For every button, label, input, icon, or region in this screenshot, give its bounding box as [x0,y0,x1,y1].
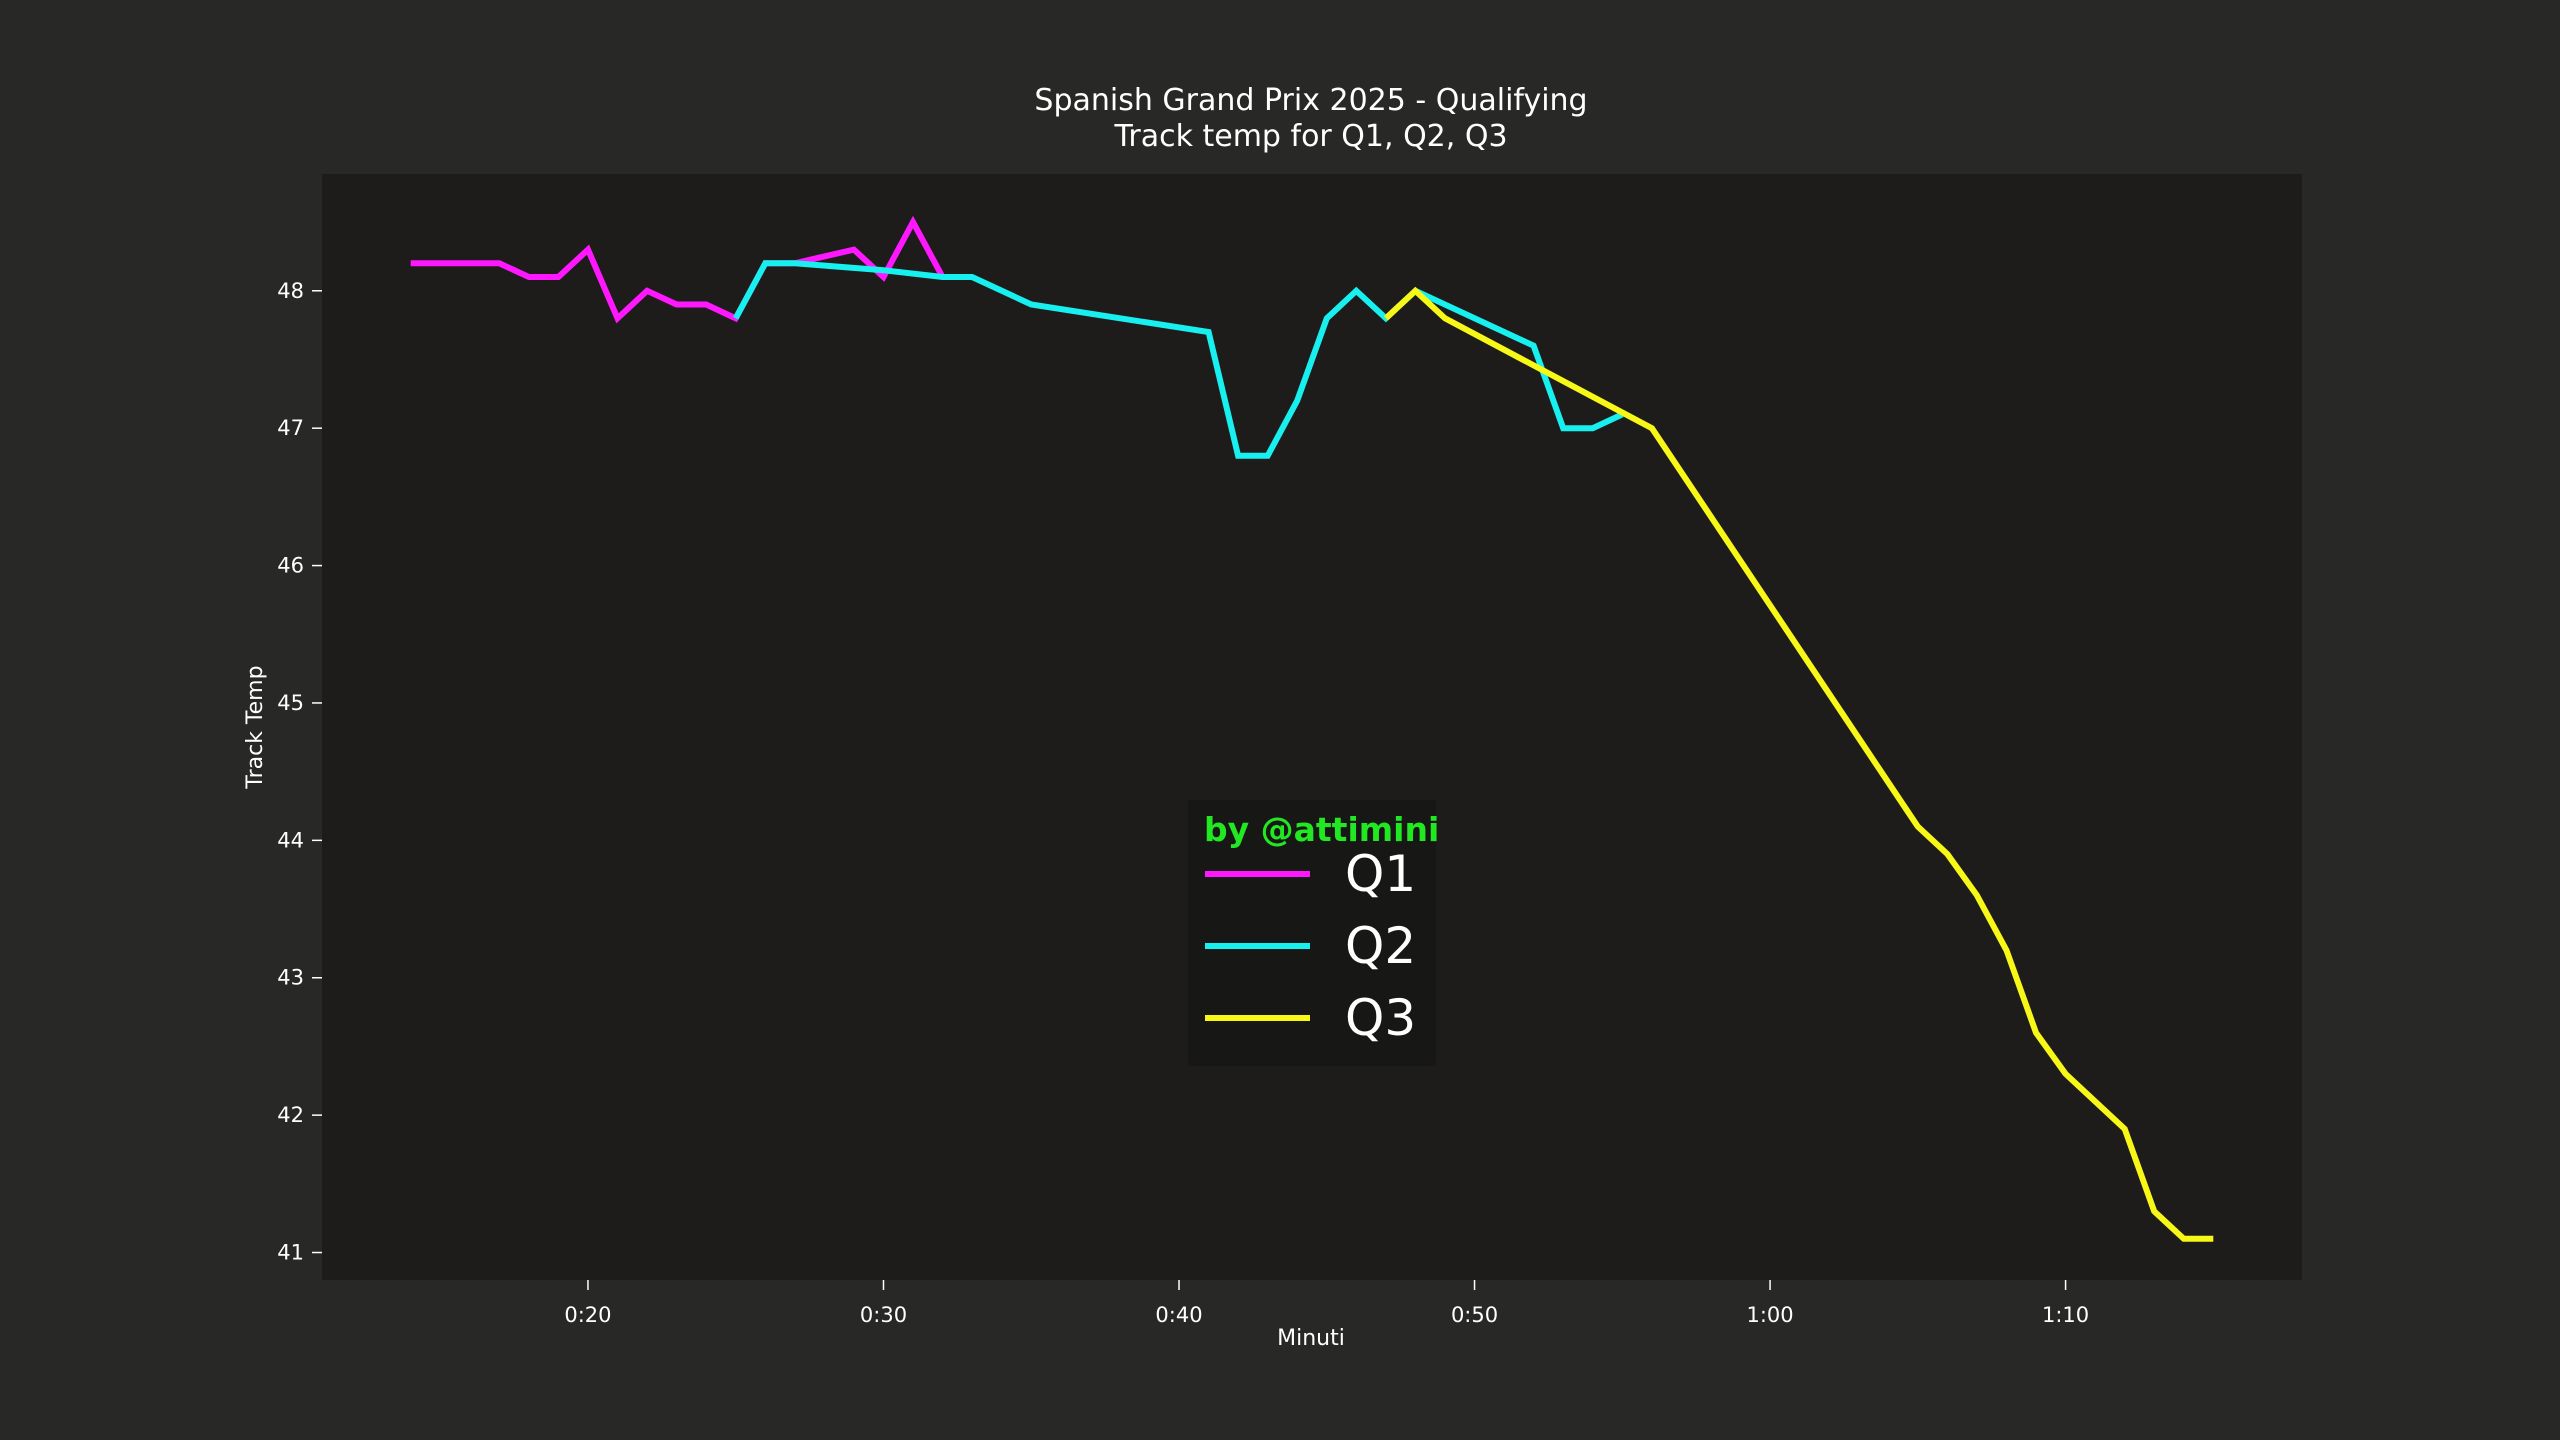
chart-title: Spanish Grand Prix 2025 - Qualifying [1034,83,1587,118]
series-line-q3 [1383,286,2214,1242]
x-tick-label: 0:20 [564,1303,611,1327]
legend-label-q2: Q2 [1345,917,1416,975]
series-lines [410,215,2214,1242]
y-tick-label: 46 [277,554,304,578]
y-tick-label: 42 [277,1103,304,1127]
legend: by @attimini Q1 Q2 Q3 [1188,800,1439,1066]
series-line-q2 [733,260,1624,459]
y-axis: 41 42 43 44 45 46 47 48 [277,279,322,1265]
x-tick-label: 1:10 [2042,1303,2089,1327]
legend-label-q3: Q3 [1345,989,1416,1047]
x-tick-label: 0:50 [1451,1303,1498,1327]
series-line-q1 [410,215,946,324]
x-tick-label: 1:00 [1746,1303,1793,1327]
chart-subtitle: Track temp for Q1, Q2, Q3 [1113,119,1507,154]
y-tick-label: 44 [277,828,304,852]
y-tick-label: 45 [277,691,304,715]
legend-box [1188,800,1436,1066]
x-axis-label: Minuti [1277,1326,1345,1351]
plot-area [322,174,2302,1280]
y-tick-label: 47 [277,416,304,440]
credit-text: by @attimini [1204,810,1439,849]
x-tick-label: 0:40 [1155,1303,1202,1327]
x-axis: 0:20 0:30 0:40 0:50 1:00 1:10 [564,1280,2089,1327]
x-tick-label: 0:30 [860,1303,907,1327]
y-axis-label: Track Temp [243,665,268,789]
y-tick-label: 43 [277,966,304,990]
legend-label-q1: Q1 [1345,845,1416,903]
y-tick-label: 48 [277,279,304,303]
y-tick-label: 41 [277,1241,304,1265]
